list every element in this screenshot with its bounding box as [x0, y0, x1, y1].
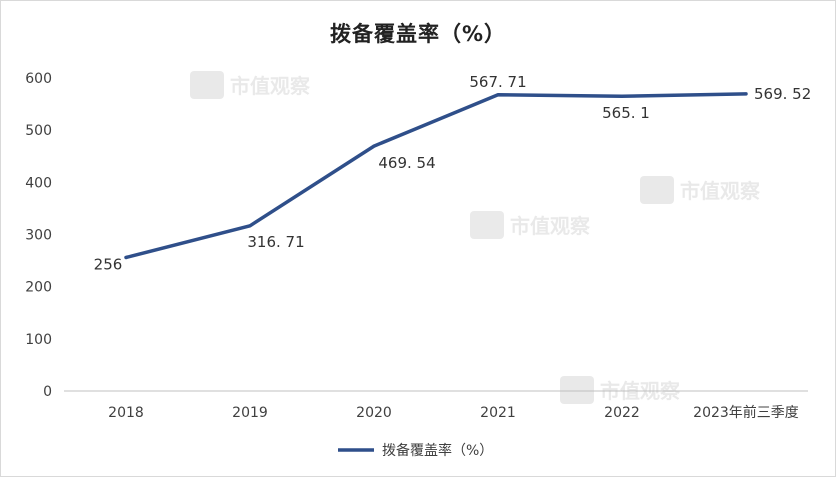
x-tick-label: 2018: [108, 405, 144, 421]
y-axis: 0 100 200 300 400 500 600: [25, 71, 52, 400]
x-tick-label: 2021: [480, 405, 516, 421]
data-label: 569. 52: [754, 85, 811, 103]
y-tick-label: 0: [43, 384, 52, 400]
data-label: 567. 71: [469, 73, 526, 91]
data-label: 469. 54: [378, 154, 435, 172]
legend[interactable]: 拨备覆盖率（%）: [338, 442, 493, 459]
data-point: [620, 94, 624, 98]
y-tick-label: 100: [25, 332, 52, 348]
x-tick-label: 2020: [356, 405, 392, 421]
data-point: [496, 93, 500, 97]
data-point: [744, 92, 748, 96]
series-line: [124, 92, 748, 260]
y-tick-label: 500: [25, 123, 52, 139]
x-tick-label: 2022: [604, 405, 640, 421]
series-layer: [124, 92, 748, 260]
data-point: [124, 255, 128, 259]
data-label: 565. 1: [602, 104, 650, 122]
y-tick-label: 300: [25, 228, 52, 244]
y-tick-label: 600: [25, 71, 52, 87]
y-tick-label: 200: [25, 280, 52, 296]
y-tick-label: 400: [25, 175, 52, 191]
x-tick-label: 2019: [232, 405, 268, 421]
x-axis: 2018 2019 2020 2021 2022 2023年前三季度: [64, 390, 808, 421]
legend-label: 拨备覆盖率（%）: [382, 442, 493, 459]
data-label: 316. 71: [247, 233, 304, 251]
data-point: [248, 224, 252, 228]
x-tick-label: 2023年前三季度: [693, 404, 799, 421]
chart-title: 拨备覆盖率（%）: [329, 22, 507, 46]
data-point: [372, 144, 376, 148]
data-labels: 256 316. 71 469. 54 567. 71 565. 1 569. 52: [94, 73, 812, 274]
data-label: 256: [94, 255, 123, 273]
